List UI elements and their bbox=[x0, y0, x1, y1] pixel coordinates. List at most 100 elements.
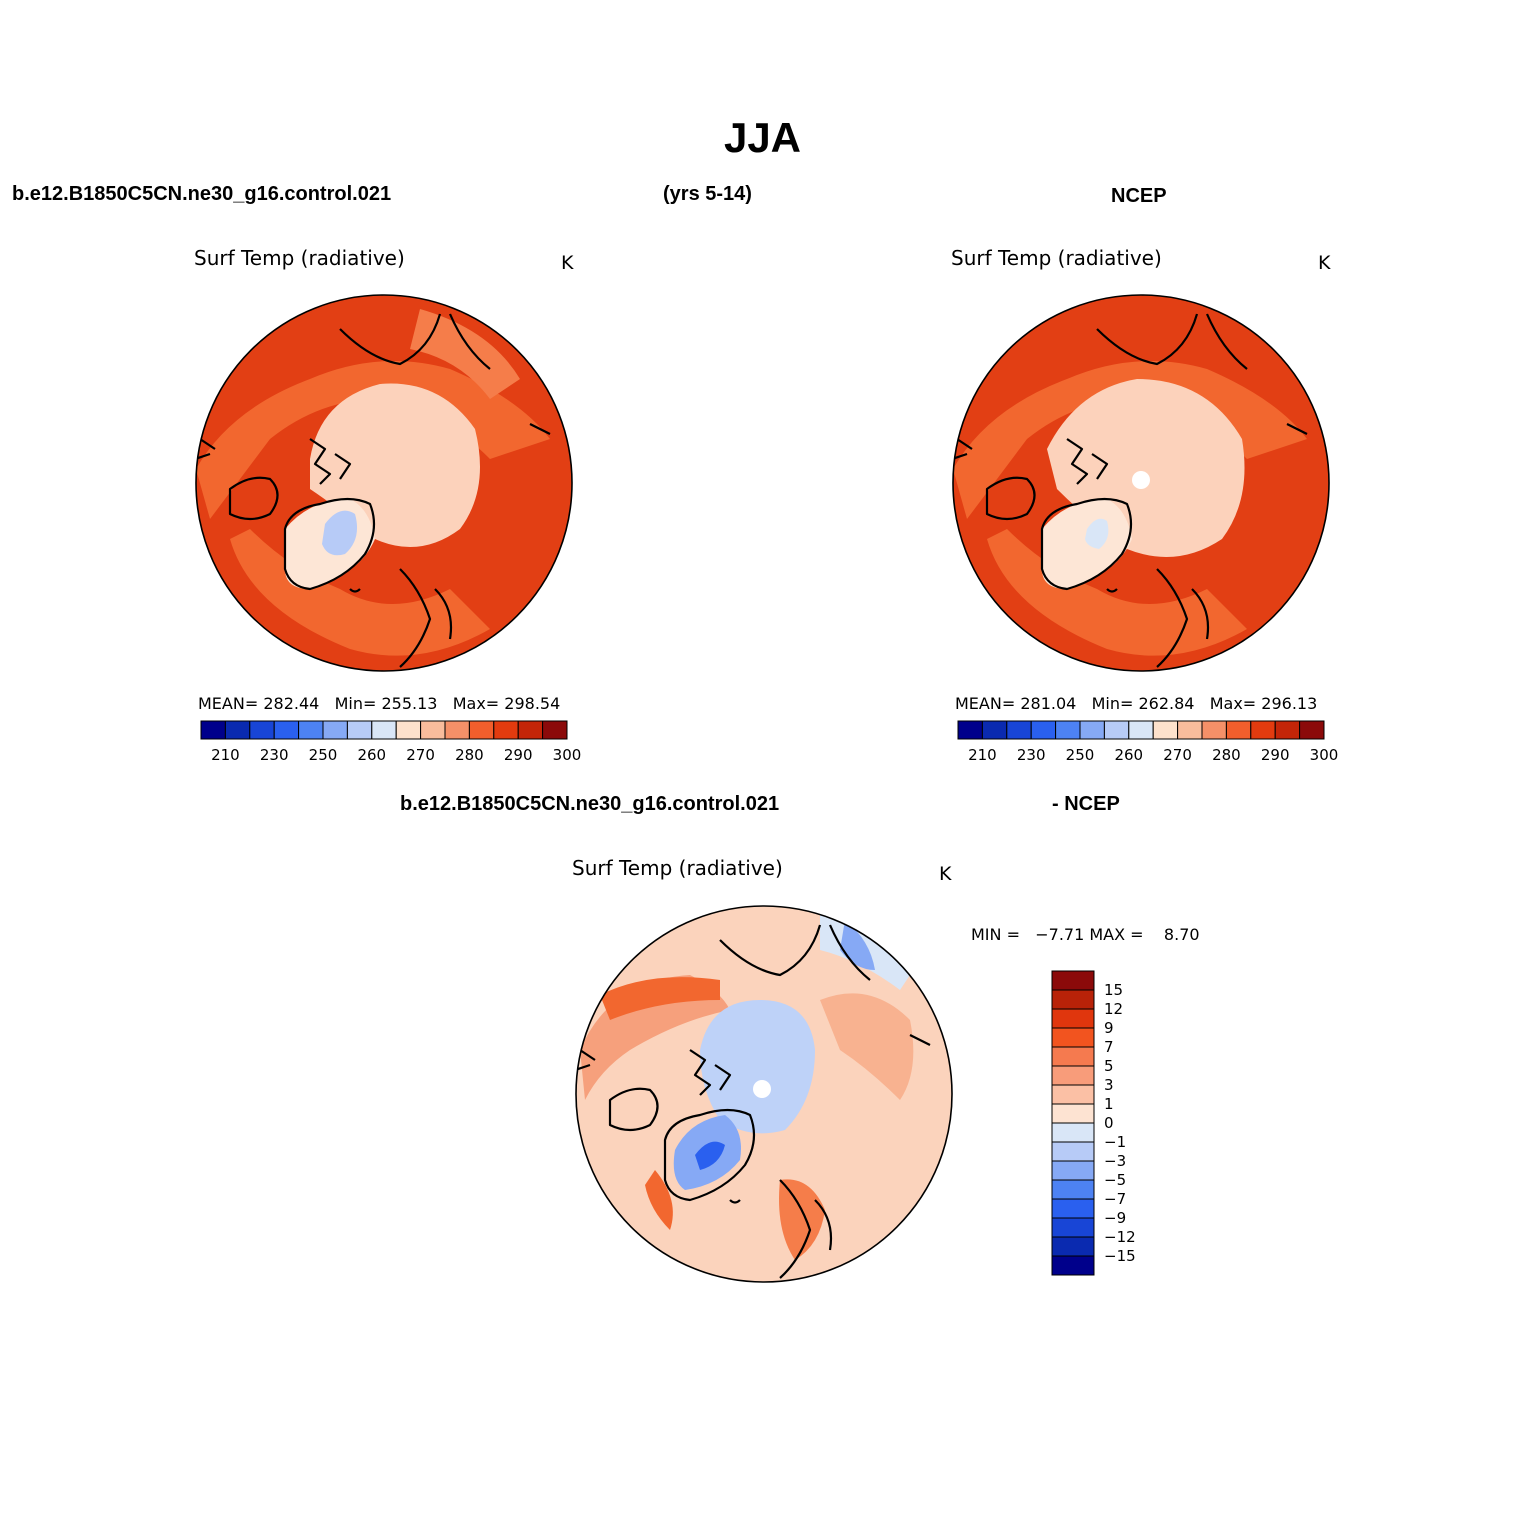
model-units-label: K bbox=[561, 252, 574, 274]
diff-obs-name-label: - NCEP bbox=[1052, 793, 1120, 815]
colorbar-tick-label: 260 bbox=[1114, 746, 1143, 764]
diff-stats: MIN = −7.71 MAX = 8.70 bbox=[971, 925, 1200, 944]
map-fill-warm-strong bbox=[600, 977, 720, 1020]
map-fill-warm-scandinavia bbox=[779, 1179, 825, 1260]
colorbar-box bbox=[1051, 1103, 1095, 1124]
colorbar-tick-label: 230 bbox=[260, 746, 289, 764]
colorbar-tick-label: 9 bbox=[1104, 1019, 1114, 1037]
diff-min-label: MIN = bbox=[971, 925, 1020, 944]
coastlines bbox=[196, 313, 551, 668]
colorbar-box bbox=[493, 720, 519, 740]
colorbar-box bbox=[1051, 1008, 1095, 1029]
map-fill-diff-arctic bbox=[700, 1000, 815, 1134]
colorbar-tick-label: 1 bbox=[1104, 1095, 1114, 1113]
colorbar-tick-label: −5 bbox=[1104, 1171, 1126, 1189]
colorbar-box bbox=[981, 720, 1008, 740]
diff-max-value: 8.70 bbox=[1163, 925, 1200, 944]
colorbar-tick-label: 3 bbox=[1104, 1076, 1114, 1094]
colorbar-box bbox=[1051, 1217, 1095, 1238]
colorbar-tick-label: −9 bbox=[1104, 1209, 1126, 1227]
colorbar-box bbox=[224, 720, 251, 740]
obs-mean-value: 281.04 bbox=[1020, 694, 1077, 713]
colorbar-tick-label: −1 bbox=[1104, 1133, 1126, 1151]
diff-min-value: −7.71 bbox=[1035, 925, 1085, 944]
colorbar-box bbox=[1051, 1065, 1095, 1086]
model-max-value: 298.54 bbox=[504, 694, 561, 713]
colorbar-box bbox=[322, 720, 348, 740]
colorbar-tick-label: 12 bbox=[1104, 1000, 1123, 1018]
obs-units-label: K bbox=[1318, 252, 1331, 274]
colorbar-tick-label: 270 bbox=[1163, 746, 1192, 764]
diff-units-label: K bbox=[939, 863, 952, 885]
colorbar-box bbox=[200, 720, 226, 740]
colorbar-tick-label: −15 bbox=[1104, 1247, 1136, 1265]
obs-name-label: NCEP bbox=[1111, 185, 1167, 207]
colorbar-box bbox=[371, 720, 397, 740]
model-mean-label: MEAN= bbox=[198, 694, 259, 713]
model-polar-map bbox=[195, 294, 573, 672]
colorbar-box bbox=[1006, 720, 1032, 740]
diff-max-label: MAX = bbox=[1089, 925, 1144, 944]
map-boundary bbox=[195, 294, 573, 672]
colorbar-box bbox=[1051, 1141, 1095, 1162]
colorbar-tick-label: 15 bbox=[1104, 981, 1123, 999]
map-fill-midlat-south bbox=[230, 529, 490, 656]
colorbar-box bbox=[1051, 1122, 1095, 1143]
obs-variable-title: Surf Temp (radiative) bbox=[951, 246, 1162, 270]
colorbar-tick-label: 300 bbox=[1310, 746, 1339, 764]
colorbar-box bbox=[1225, 720, 1252, 740]
colorbar-box bbox=[1299, 720, 1325, 740]
coastlines bbox=[953, 313, 1308, 668]
colorbar-tick-label: 300 bbox=[553, 746, 582, 764]
colorbar-box bbox=[273, 720, 300, 740]
missing-data-pole bbox=[1132, 471, 1150, 489]
map-boundary bbox=[575, 905, 953, 1283]
map-fill-midlat-south bbox=[987, 529, 1247, 656]
colorbar-box bbox=[1051, 1236, 1095, 1257]
colorbar-box bbox=[1152, 720, 1179, 740]
colorbar-tick-label: 270 bbox=[406, 746, 435, 764]
colorbar-tick-label: 250 bbox=[309, 746, 338, 764]
map-fill-warm-patch-east bbox=[820, 993, 914, 1100]
map-fill-midlat bbox=[953, 361, 1307, 519]
case-name-label: b.e12.B1850C5CN.ne30_g16.control.021 bbox=[12, 183, 392, 205]
obs-max-value: 296.13 bbox=[1261, 694, 1318, 713]
colorbar-tick-label: 230 bbox=[1017, 746, 1046, 764]
colorbar-tick-label: 260 bbox=[357, 746, 386, 764]
colorbar-box bbox=[1051, 1160, 1095, 1181]
obs-max-label: Max= bbox=[1209, 694, 1257, 713]
colorbar-box bbox=[1128, 720, 1154, 740]
obs-stats: MEAN= 281.04 Min= 262.84 Max= 296.13 bbox=[955, 694, 1317, 713]
colorbar-tick-label: 7 bbox=[1104, 1038, 1114, 1056]
obs-min-label: Min= bbox=[1091, 694, 1134, 713]
model-min-label: Min= bbox=[334, 694, 377, 713]
colorbar-tick-label: 290 bbox=[1261, 746, 1290, 764]
map-boundary bbox=[952, 294, 1330, 672]
model-mean-value: 282.44 bbox=[263, 694, 320, 713]
model-min-value: 255.13 bbox=[381, 694, 438, 713]
colorbar-box bbox=[444, 720, 470, 740]
missing-data-pole bbox=[753, 1080, 771, 1098]
colorbar-box bbox=[420, 720, 446, 740]
years-label: (yrs 5-14) bbox=[663, 183, 752, 205]
map-fill-greenland-ice bbox=[322, 510, 358, 556]
colorbar-tick-label: −12 bbox=[1104, 1228, 1136, 1246]
diff-variable-title: Surf Temp (radiative) bbox=[572, 856, 783, 880]
colorbar-box bbox=[1051, 989, 1095, 1010]
colorbar-box bbox=[517, 720, 544, 740]
model-variable-title: Surf Temp (radiative) bbox=[194, 246, 405, 270]
obs-min-value: 262.84 bbox=[1138, 694, 1195, 713]
colorbar-box bbox=[1177, 720, 1203, 740]
colorbar-box bbox=[1051, 1255, 1095, 1276]
colorbar-tick-label: 5 bbox=[1104, 1057, 1114, 1075]
colorbar-tick-label: 290 bbox=[504, 746, 533, 764]
colorbar-box bbox=[1250, 720, 1276, 740]
colorbar-box bbox=[542, 720, 568, 740]
map-fill-midlat bbox=[196, 361, 550, 519]
colorbar-tick-label: 250 bbox=[1066, 746, 1095, 764]
obs-mean-label: MEAN= bbox=[955, 694, 1016, 713]
figure-title: JJA bbox=[723, 114, 802, 161]
colorbar-box bbox=[298, 720, 324, 740]
model-colorbar: 210 230 250 260 270 280 290 300 bbox=[200, 720, 581, 764]
